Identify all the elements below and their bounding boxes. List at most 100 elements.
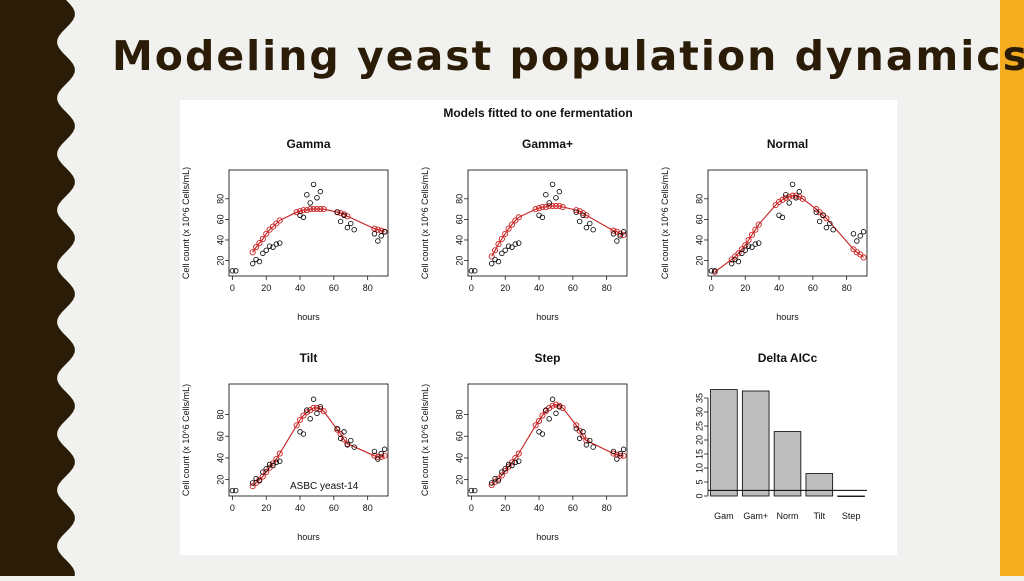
y-tick-label: 30 [694, 407, 704, 417]
observed-point [229, 487, 236, 494]
fitted-point [732, 253, 739, 260]
observed-point [307, 200, 313, 206]
observed-point [307, 416, 313, 422]
y-tick-label: 20 [454, 475, 464, 485]
observed-point [351, 226, 357, 233]
fitted-point [512, 217, 519, 224]
bar-norm [773, 431, 802, 497]
x-axis-label: hours [536, 312, 559, 322]
observed-point [371, 448, 378, 455]
observed-point [553, 410, 559, 417]
observed-point [620, 229, 627, 235]
fitted-point [269, 460, 277, 467]
y-axis-label: Cell count (x 10^6 Cells/mL) [660, 167, 670, 279]
y-tick-label: 20 [215, 475, 225, 485]
observed-point [249, 480, 256, 486]
fitted-point [542, 203, 549, 211]
fitted-point [276, 450, 283, 457]
fitted-point [488, 482, 495, 489]
y-tick-label: 80 [215, 194, 225, 204]
observed-point [348, 220, 354, 227]
fitted-point [620, 231, 627, 238]
observed-point [728, 260, 735, 267]
fitted-point [576, 208, 583, 215]
fitted-point [340, 211, 348, 218]
observed-point [796, 188, 803, 195]
fitted-point [552, 202, 560, 210]
observed-point [742, 247, 748, 253]
observed-point [823, 224, 830, 231]
fitted-point [813, 206, 820, 213]
fitted-point [556, 202, 563, 210]
bar-tilt [805, 473, 834, 497]
fitted-point [755, 221, 762, 228]
left-decorative-band [0, 0, 80, 576]
fitted-point [293, 209, 300, 216]
observed-point [492, 256, 498, 263]
panel-normal: Normal 0 20 40 60 80 20 40 60 80 hours Cell count (… [660, 137, 868, 322]
observed-point [297, 429, 303, 435]
figure-svg: Models fitted to one fermentation ASBC y… [181, 106, 868, 542]
observed-point [539, 214, 546, 221]
observed-point [495, 258, 502, 265]
panel-title: Gamma [286, 137, 330, 151]
y-axis-label: Cell count (x 10^6 Cells/mL) [181, 167, 191, 279]
observed-point [590, 444, 596, 450]
fitted-point [613, 451, 620, 458]
x-axis-label: hours [536, 532, 559, 542]
fitted-point [269, 223, 277, 230]
y-tick-label: 0 [694, 493, 704, 498]
x-tick-label: 60 [329, 283, 339, 293]
panel-title: Gamma+ [522, 137, 573, 151]
fitted-point [374, 226, 381, 233]
fitted-point [334, 426, 341, 433]
x-tick-label: 80 [363, 503, 373, 513]
observed-point [468, 487, 475, 494]
observed-point [371, 231, 378, 237]
observed-point [233, 487, 239, 494]
observed-point [260, 250, 266, 257]
fitted-point [259, 473, 266, 480]
x-tick-label: 20 [261, 503, 271, 513]
panel-gamma-: Gamma+ 0 20 40 60 80 20 40 60 80 hours Cell count (… [420, 137, 628, 322]
right-accent-band [1000, 0, 1024, 576]
observed-point [502, 247, 508, 253]
observed-point [375, 238, 381, 244]
fitted-point [711, 268, 718, 275]
observed-point [610, 448, 617, 455]
observed-point [263, 466, 269, 472]
observed-point [576, 435, 583, 442]
fitted-point [549, 402, 556, 409]
x-tick-label: 80 [363, 283, 373, 293]
observed-point [488, 260, 495, 267]
fitted-point [617, 452, 624, 459]
x-tick-label: 20 [261, 283, 271, 293]
y-tick-label: 20 [694, 256, 704, 266]
y-axis-label: Cell count (x 10^6 Cells/mL) [420, 384, 430, 496]
observed-point [745, 243, 752, 249]
fitted-point [374, 453, 381, 460]
fitted-point [303, 207, 310, 214]
observed-point [492, 475, 498, 482]
fitted-point [860, 254, 867, 261]
observed-point [277, 458, 283, 464]
x-axis-label: hours [297, 532, 320, 542]
fitted-point [498, 235, 505, 243]
fitted-point [300, 207, 307, 214]
observed-point [614, 238, 620, 244]
fitted-point [792, 192, 800, 199]
observed-point [488, 480, 495, 486]
panel-delta-aicc: Delta AICc 0 5 10 15 20 25 30 35 Gam Gam+ Norm Tilt S… [694, 351, 867, 521]
observed-point [783, 191, 789, 198]
observed-point [314, 195, 320, 201]
fitted-point [775, 198, 783, 205]
panel-title: Step [534, 351, 560, 365]
observed-point [378, 450, 384, 457]
observed-point [752, 241, 759, 247]
observed-point [813, 209, 819, 215]
observed-point [516, 240, 522, 246]
x-tick-label: 60 [568, 503, 578, 513]
observed-point [732, 256, 738, 263]
fitted-point [508, 221, 516, 228]
observed-point [505, 243, 512, 249]
